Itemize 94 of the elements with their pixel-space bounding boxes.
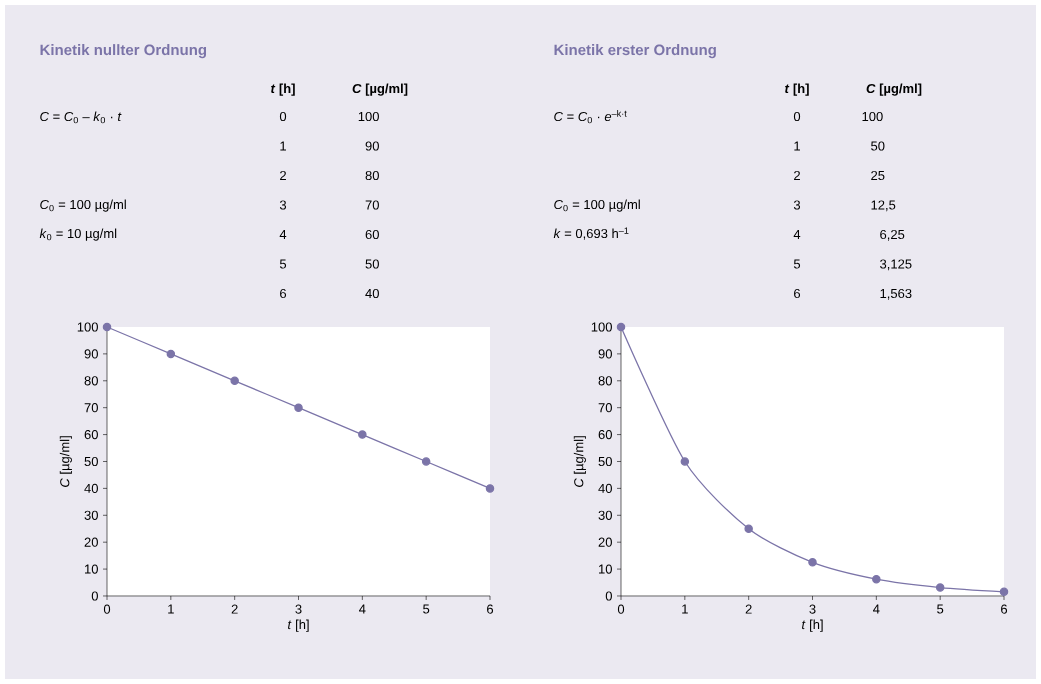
text: 2: [794, 170, 800, 180]
text: 4: [279, 230, 287, 239]
x-tick-label: 0: [103, 604, 111, 614]
x-tick-label: 5: [937, 604, 944, 614]
y-tick-label: 20: [598, 537, 612, 547]
point: [421, 457, 431, 466]
text: C = C$_{0}$ – k$_{0}$ · t: [40, 111, 122, 124]
y-tick-label: 60: [84, 429, 98, 440]
y-tick-label: 90: [598, 349, 612, 359]
y-tick-label: 10: [599, 564, 612, 574]
y-tick-label: 90: [84, 349, 98, 359]
x-tick-label: 3: [809, 604, 816, 614]
x-axis-title: t [h]: [802, 619, 823, 632]
text: C$_{0}$ = 100 µg/ml: [40, 199, 126, 212]
y-tick-label: 60: [598, 429, 612, 440]
text: 0: [279, 111, 287, 122]
y-tick-label: 50: [84, 456, 98, 467]
point: [680, 457, 690, 466]
point: [485, 484, 495, 493]
y-tick-label: 70: [598, 403, 612, 413]
text: 5: [279, 259, 287, 269]
text: 6,25: [880, 229, 905, 241]
point: [358, 430, 367, 439]
text: 0: [793, 111, 801, 122]
y-tick-label: 30: [598, 510, 612, 520]
text: k$_{0}$ = 10 µg/ml: [39, 228, 117, 241]
text: 50: [871, 141, 885, 151]
y-tick-label: 50: [598, 456, 612, 467]
text: 3: [279, 200, 287, 210]
y-axis-title: C [µg/ml]: [573, 436, 586, 487]
y-tick-label: 20: [84, 537, 98, 547]
y-tick-label: 30: [84, 510, 98, 520]
text: C$_{0}$ = 100 µg/ml: [554, 199, 640, 212]
text: 100: [862, 111, 883, 122]
y-axis-title: C [µg/ml]: [59, 436, 72, 487]
chart-title: Kinetik nullter Ordnung: [40, 44, 207, 59]
text: 70: [365, 200, 379, 210]
y-tick-label: 80: [598, 376, 612, 386]
point: [999, 587, 1009, 597]
y-tick-label: 40: [84, 483, 98, 493]
y-tick-label: 70: [84, 403, 98, 413]
text: k = 0,693 h$^{–1}$: [553, 227, 629, 240]
point: [616, 322, 626, 332]
text: 5: [793, 259, 801, 269]
point: [872, 574, 881, 584]
text: t [h]: [785, 83, 809, 96]
text: C [µg/ml]: [866, 83, 922, 96]
text: 90: [365, 141, 379, 151]
text: C [µg/ml]: [352, 83, 408, 96]
x-tick-label: 6: [487, 604, 494, 614]
x-tick-label: 5: [423, 604, 430, 614]
text: 1: [794, 141, 800, 151]
point: [294, 403, 303, 412]
x-tick-label: 2: [231, 604, 238, 614]
text: 60: [365, 229, 379, 240]
point: [230, 376, 239, 386]
x-tick-label: 4: [359, 604, 366, 614]
text: 2: [280, 170, 286, 180]
point: [166, 349, 176, 359]
x-tick-label: 4: [873, 604, 880, 614]
chart-title: Kinetik erster Ordnung: [554, 44, 716, 59]
point: [935, 583, 945, 592]
text: C = C$_{0}$ · e$^{–k·t}$: [554, 110, 627, 124]
text: 25: [871, 170, 885, 181]
text: 40: [365, 288, 379, 299]
x-tick-label: 0: [617, 604, 625, 614]
x-tick-label: 6: [1001, 604, 1008, 614]
y-tick-label: 0: [91, 591, 98, 601]
text: 6: [280, 288, 287, 299]
point: [808, 558, 817, 567]
x-tick-label: 3: [295, 604, 302, 614]
y-tick-label: 80: [84, 376, 98, 386]
y-tick-label: 100: [591, 322, 612, 332]
text: 50: [365, 259, 379, 269]
point: [744, 524, 753, 533]
y-tick-label: 0: [605, 591, 612, 601]
text: 4: [793, 230, 801, 239]
point: [102, 322, 112, 332]
text: 1,563: [880, 288, 912, 300]
text: 1: [280, 141, 286, 151]
text: 6: [794, 288, 801, 299]
x-axis-title: t [h]: [288, 619, 309, 632]
x-tick-label: 1: [168, 604, 174, 614]
x-tick-label: 2: [745, 604, 752, 614]
x-tick-label: 1: [682, 604, 688, 614]
y-tick-label: 100: [77, 322, 98, 332]
y-tick-label: 10: [85, 564, 98, 574]
text: 3: [793, 200, 801, 210]
text: 80: [365, 170, 379, 181]
y-tick-label: 40: [598, 483, 612, 493]
text: 3,125: [880, 259, 912, 271]
text: 100: [358, 111, 379, 122]
text: t [h]: [271, 83, 295, 96]
text: 12,5: [871, 200, 896, 212]
